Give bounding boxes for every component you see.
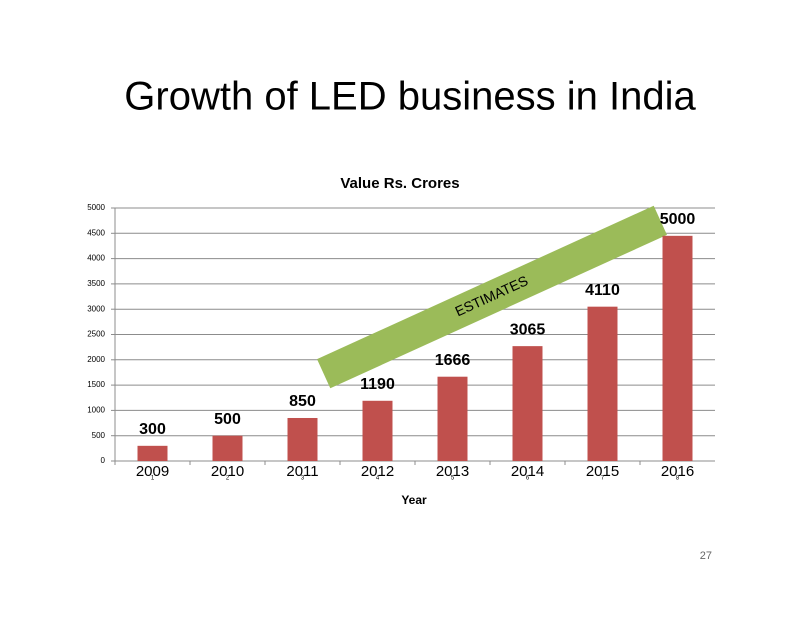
x-tick-label: 2010 <box>211 463 244 480</box>
bar <box>662 235 693 461</box>
x-index-label: 8 <box>676 476 680 482</box>
x-axis-label: Year <box>401 493 427 507</box>
x-tick-label: 2014 <box>511 463 544 480</box>
bar <box>512 346 543 461</box>
bar-label: 1190 <box>360 376 395 393</box>
y-tick-label: 1500 <box>87 380 105 389</box>
y-tick-label: 2000 <box>87 355 105 364</box>
x-index-label: 1 <box>151 476 155 482</box>
y-tick-label: 2500 <box>87 330 105 339</box>
y-tick-label: 4500 <box>87 228 105 237</box>
y-tick-label: 3000 <box>87 304 105 313</box>
slide-title: Growth of LED business in India <box>124 75 696 119</box>
bar <box>437 376 468 461</box>
banner-shape <box>317 205 667 389</box>
x-tick-label: 2013 <box>436 463 469 480</box>
bar <box>137 445 168 461</box>
y-tick-label: 1000 <box>87 406 105 415</box>
chart-title: Value Rs. Crores <box>340 175 459 192</box>
bar-label: 850 <box>289 393 316 410</box>
x-tick-label: 2011 <box>286 463 318 480</box>
x-index-label: 4 <box>376 476 380 482</box>
x-index-label: 2 <box>226 476 230 482</box>
y-tick-label: 0 <box>101 456 106 465</box>
x-tick-label: 2009 <box>136 463 169 480</box>
bar-label: 300 <box>139 421 166 438</box>
bar <box>362 400 393 461</box>
x-tick-label: 2015 <box>586 463 619 480</box>
bar <box>212 435 243 461</box>
x-index-label: 6 <box>526 476 530 482</box>
bar-label: 500 <box>214 411 241 428</box>
bar-label: 1666 <box>435 352 471 369</box>
y-tick-label: 4000 <box>87 254 105 263</box>
x-index-label: 3 <box>301 476 305 482</box>
x-tick-label: 2012 <box>361 463 394 480</box>
x-tick-label: 2016 <box>661 463 694 480</box>
bar-label: 4110 <box>585 282 620 299</box>
y-tick-label: 500 <box>92 431 106 440</box>
x-index-label: 7 <box>601 476 605 482</box>
x-index-label: 5 <box>451 476 455 482</box>
page-number: 27 <box>700 550 712 562</box>
y-tick-label: 3500 <box>87 279 105 288</box>
bar-label: 5000 <box>660 211 696 228</box>
bar <box>287 417 318 461</box>
bar-label: 3065 <box>510 321 546 338</box>
bar <box>587 306 618 461</box>
y-tick-label: 5000 <box>87 203 105 212</box>
